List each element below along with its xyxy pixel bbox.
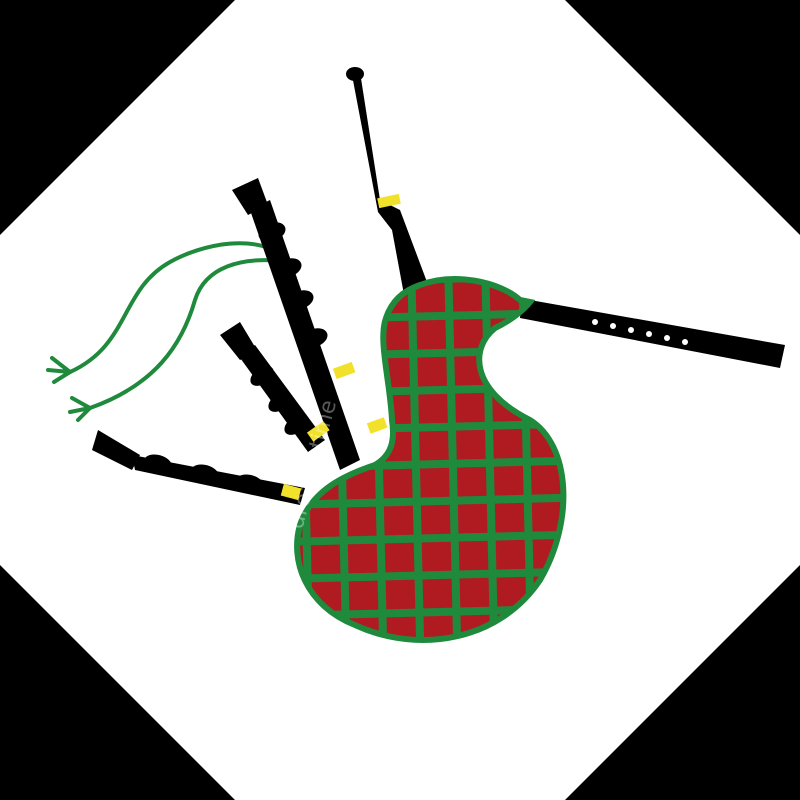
tall-drone — [346, 67, 430, 300]
bag-outline — [294, 276, 567, 643]
drone-cord — [46, 241, 292, 422]
bag-ferrule — [366, 417, 388, 434]
middle-drone — [232, 178, 360, 470]
short-drone — [220, 322, 330, 452]
blowpipe — [520, 298, 785, 368]
chanter — [92, 430, 305, 505]
tartan-line — [297, 530, 564, 546]
tartan-line — [297, 493, 564, 509]
